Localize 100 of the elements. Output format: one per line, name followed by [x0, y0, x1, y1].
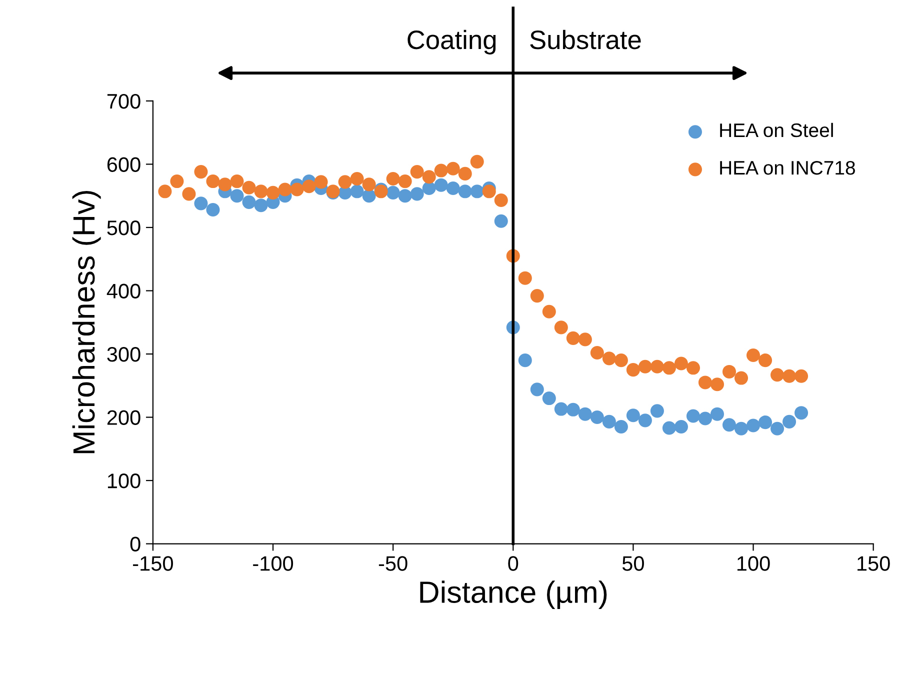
point	[518, 271, 532, 285]
point	[686, 409, 700, 423]
x-tick-label: -150	[133, 556, 173, 571]
point	[434, 178, 448, 192]
point	[410, 187, 424, 201]
point	[662, 361, 676, 375]
text: Substrate	[530, 30, 641, 50]
y-tick-label: 500	[107, 220, 140, 236]
point	[698, 412, 712, 426]
point	[470, 184, 484, 198]
point	[770, 422, 784, 436]
point	[542, 392, 556, 406]
point	[614, 354, 628, 368]
point	[554, 320, 568, 334]
point	[218, 178, 232, 192]
point	[482, 184, 496, 198]
point	[590, 346, 604, 360]
point	[350, 184, 364, 198]
point	[746, 418, 760, 432]
point	[734, 371, 748, 385]
point	[758, 416, 772, 430]
x-tick-label: -50	[378, 556, 408, 571]
point	[398, 189, 412, 203]
point	[206, 174, 220, 188]
point	[410, 165, 424, 179]
point	[494, 214, 508, 228]
point	[674, 420, 688, 434]
point	[266, 186, 280, 200]
point	[194, 196, 208, 210]
point	[722, 364, 736, 378]
point	[314, 175, 328, 189]
point	[446, 162, 460, 176]
point	[602, 414, 616, 428]
y-axis-title: Microhardness (Hv)	[72, 190, 101, 454]
point	[698, 376, 712, 390]
point	[566, 402, 580, 416]
point	[578, 407, 592, 421]
point	[710, 407, 724, 421]
point	[590, 410, 604, 424]
point	[686, 361, 700, 375]
point	[674, 356, 688, 370]
point	[566, 331, 580, 345]
y-tick-label: 100	[108, 474, 140, 488]
point	[182, 187, 196, 201]
point	[542, 304, 556, 318]
point	[158, 184, 172, 198]
point	[230, 189, 244, 203]
point	[626, 408, 640, 422]
point	[362, 189, 376, 203]
legend-label: HEA on INC718	[720, 160, 855, 175]
point	[170, 174, 184, 188]
x-tick-label: 150	[858, 556, 890, 571]
point	[254, 198, 268, 212]
text: Coating	[408, 30, 496, 54]
point	[398, 174, 412, 188]
point	[746, 348, 760, 362]
point	[794, 369, 808, 383]
point	[254, 184, 268, 198]
y-tick-label: 400	[106, 284, 140, 298]
x-tick-label: -100	[253, 556, 294, 571]
point	[782, 414, 796, 428]
point	[770, 368, 784, 382]
point	[494, 194, 508, 208]
point	[530, 289, 544, 303]
point	[734, 422, 748, 436]
point	[230, 174, 244, 188]
point	[602, 352, 616, 366]
legend-label: HEA on Steel	[720, 122, 833, 138]
x-tick-label: 50	[622, 556, 644, 571]
point	[650, 360, 664, 374]
point	[386, 186, 400, 200]
point	[278, 182, 292, 196]
y-tick-label: 600	[107, 157, 140, 172]
point	[206, 202, 220, 217]
y-tick-label: 300	[107, 347, 140, 362]
point	[338, 175, 352, 189]
point	[362, 178, 376, 192]
point	[434, 164, 448, 178]
point	[782, 369, 796, 383]
x-tick-label: 0	[508, 556, 518, 571]
point	[758, 354, 772, 368]
point	[350, 172, 364, 186]
point	[710, 378, 724, 392]
point	[446, 181, 460, 196]
point	[422, 170, 436, 184]
point	[578, 332, 592, 346]
point	[194, 165, 208, 179]
point	[242, 195, 256, 209]
y-tick-label: 200	[107, 410, 140, 426]
point	[794, 406, 808, 420]
point	[722, 418, 736, 432]
point	[386, 172, 400, 186]
point	[554, 402, 568, 416]
point	[518, 354, 532, 368]
point	[638, 360, 652, 374]
point	[650, 404, 664, 418]
point	[458, 184, 472, 198]
point	[470, 154, 484, 168]
point	[614, 420, 628, 434]
y-tick-label: 700	[107, 94, 140, 109]
